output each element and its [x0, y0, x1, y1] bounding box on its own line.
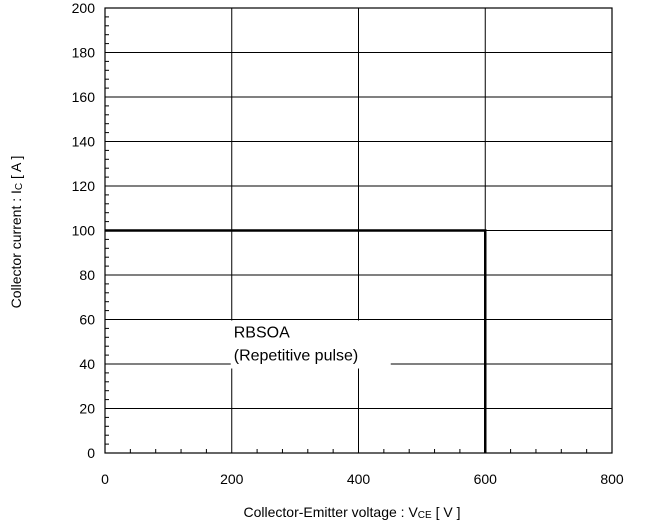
x-tick-label-2: 400: [347, 471, 371, 487]
x-tick-labels: 0 200 400 600 800: [101, 471, 624, 487]
y-axis-title-unit: [ A ]: [8, 156, 24, 183]
annotation-line-1: (Repetitive pulse): [234, 348, 359, 365]
series-line-0: [105, 229, 487, 453]
y-tick-label-7: 140: [72, 134, 96, 150]
x-axis-title-unit: [ V ]: [432, 504, 461, 520]
y-axis-title-subscript: C: [14, 183, 25, 190]
y-tick-label-6: 120: [72, 178, 96, 194]
annotation-text-0: RBSOA (Repetitive pulse): [234, 325, 359, 365]
y-tick-label-0: 0: [87, 445, 95, 461]
y-tick-label-8: 160: [72, 89, 96, 105]
annotation: RBSOA (Repetitive pulse): [234, 325, 359, 365]
y-tick-labels: 0 20 40 60 80 100 120 140 160 180 200: [72, 0, 96, 461]
x-tick-label-1: 200: [220, 471, 244, 487]
x-axis-title-subscript: CE: [418, 510, 432, 521]
x-axis-title: Collector-Emitter voltage : VCE [ V ]: [244, 504, 461, 521]
plot-frame: [104, 7, 613, 454]
annotation-background: [230, 320, 391, 369]
y-tick-label-5: 100: [72, 223, 96, 239]
annotation-background-0: [230, 320, 391, 369]
y-tick-label-1: 20: [79, 401, 95, 417]
y-axis-title: Collector current : IC [ A ]: [8, 156, 25, 309]
x-tick-label-3: 600: [474, 471, 498, 487]
series-group: [105, 229, 487, 453]
y-tick-label-4: 80: [79, 267, 95, 283]
annotation-line-0: RBSOA: [234, 325, 290, 342]
y-tick-label-10: 200: [72, 0, 96, 16]
y-axis-title-main: Collector current : I: [8, 190, 24, 308]
x-tick-label-4: 800: [600, 471, 624, 487]
y-tick-label-2: 40: [79, 356, 95, 372]
y-tick-label-3: 60: [79, 312, 95, 328]
x-axis-title-main: Collector-Emitter voltage : V: [244, 504, 419, 520]
x-tick-label-0: 0: [101, 471, 109, 487]
minor-ticks: [105, 16, 588, 453]
y-tick-label-9: 180: [72, 45, 96, 61]
